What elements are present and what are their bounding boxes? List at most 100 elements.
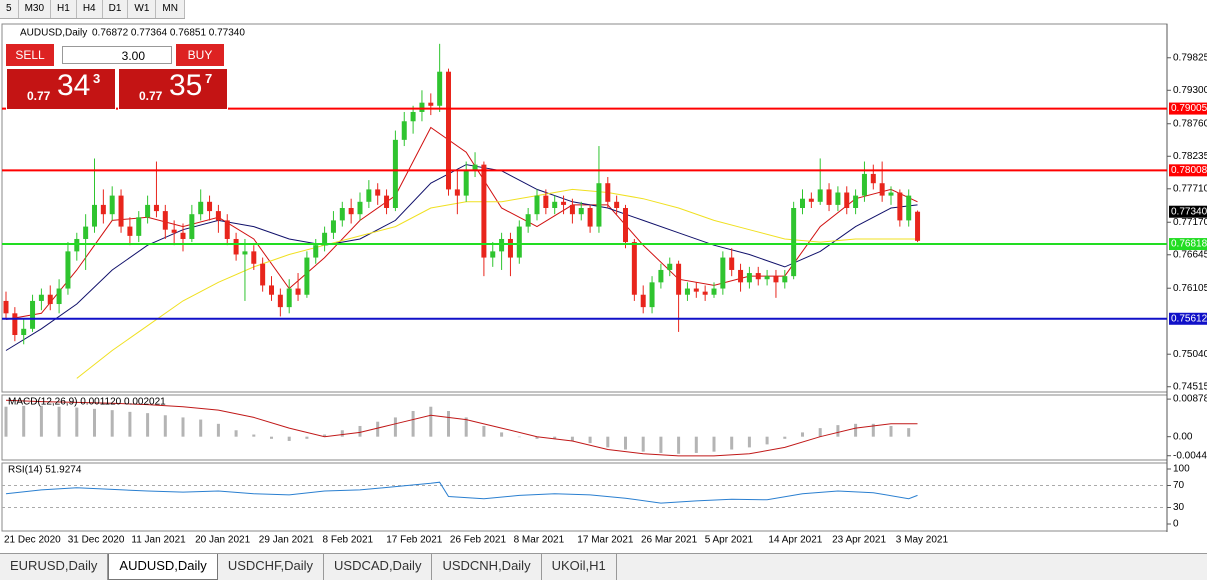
macd-bar	[889, 425, 893, 437]
timeframe-button[interactable]: 5	[0, 0, 19, 18]
pane-frame	[1, 394, 1168, 461]
candle-body	[145, 204, 151, 218]
candle-body	[569, 204, 575, 215]
chart-tab[interactable]: UKOil,H1	[542, 554, 617, 580]
candle-body	[224, 220, 230, 239]
x-tick-label: 21 Dec 2020	[4, 535, 61, 546]
candle-body	[667, 263, 673, 270]
x-tick-label: 3 May 2021	[896, 535, 949, 546]
candle-body	[861, 173, 867, 196]
macd-bar	[482, 425, 486, 437]
candle-body	[720, 257, 726, 289]
macd-bar	[163, 415, 167, 437]
candle-body	[56, 288, 62, 305]
macd-bar	[146, 413, 150, 437]
candle-body	[109, 195, 115, 215]
candle-body	[30, 300, 36, 329]
sell-button[interactable]: SELL	[6, 44, 54, 66]
y-tick-label: 0.77710	[1173, 183, 1207, 194]
chart-tab[interactable]: USDCNH,Daily	[432, 554, 542, 580]
x-tick-label: 26 Mar 2021	[641, 535, 698, 546]
candle-body	[684, 288, 690, 295]
candle-body	[507, 238, 513, 258]
candle-body	[578, 208, 584, 215]
timeframe-button[interactable]: W1	[128, 0, 157, 18]
chart-tabs: EURUSD,Daily AUDUSD,Daily USDCHF,Daily USDC…	[0, 553, 1207, 580]
macd-bar	[75, 407, 79, 437]
x-tick-label: 8 Feb 2021	[323, 535, 374, 546]
candle-body	[543, 195, 549, 208]
candle-body	[817, 189, 823, 202]
candle-body	[180, 232, 186, 239]
candle-body	[631, 242, 637, 295]
candle-body	[472, 164, 478, 171]
y-tick-label: 0.77170	[1173, 217, 1207, 228]
candle-body	[711, 288, 717, 295]
candle-body	[437, 71, 443, 106]
timeframe-button[interactable]: H1	[51, 0, 77, 18]
candle-body	[428, 102, 434, 106]
x-tick-label: 26 Feb 2021	[450, 535, 507, 546]
candle-body	[92, 204, 97, 227]
lot-input[interactable]: 3.00	[62, 46, 172, 64]
price-big: 34	[57, 69, 91, 102]
candle-body	[649, 282, 655, 308]
candle-body	[286, 288, 292, 308]
sell-price[interactable]: 0.77 34 3	[6, 68, 116, 110]
chart-symbol: AUDUSD,Daily	[20, 28, 87, 39]
timeframe-bar: 5 M30 H1 H4 D1 W1 MN	[0, 0, 185, 19]
macd-bar	[393, 417, 397, 437]
chart-tab[interactable]: USDCAD,Daily	[324, 554, 433, 580]
y-tick-label: 0.76105	[1173, 283, 1207, 294]
candle-body	[171, 229, 177, 233]
candle-body	[419, 102, 425, 112]
chart-tab[interactable]: AUDUSD,Daily	[108, 554, 218, 580]
level-label: 0.79005	[1171, 103, 1207, 114]
y-tick-label: 0.74515	[1173, 381, 1207, 392]
x-tick-label: 11 Jan 2021	[131, 535, 186, 546]
chart-tab[interactable]: USDCHF,Daily	[218, 554, 325, 580]
y-tick-label: 0	[1173, 519, 1179, 530]
candle-body	[755, 273, 761, 280]
price-prefix: 0.77	[139, 89, 163, 103]
y-tick-label: 0.75040	[1173, 349, 1207, 360]
macd-bar	[4, 406, 8, 437]
candle-body	[552, 201, 558, 208]
y-tick-label: 100	[1173, 464, 1190, 475]
candle-body	[534, 195, 540, 215]
price-prefix: 0.77	[27, 89, 51, 103]
candle-body	[791, 208, 797, 277]
candle-body	[375, 189, 381, 196]
candle-body	[561, 201, 567, 205]
x-tick-label: 23 Apr 2021	[832, 535, 886, 546]
candle-body	[463, 170, 469, 196]
candle-body	[277, 294, 283, 308]
candle-body	[499, 238, 505, 252]
candle-body	[322, 232, 328, 246]
candle-body	[313, 245, 319, 258]
candle-body	[100, 204, 106, 215]
timeframe-button[interactable]: MN	[156, 0, 185, 18]
candle-body	[330, 220, 336, 233]
macd-bar	[907, 428, 911, 437]
timeframe-button[interactable]: D1	[103, 0, 129, 18]
candle-body	[782, 276, 788, 283]
y-tick-label: 0.78235	[1173, 151, 1207, 162]
macd-bar	[110, 410, 114, 437]
candle-body	[853, 195, 859, 208]
candle-body	[773, 276, 779, 283]
buy-button[interactable]: BUY	[176, 44, 224, 66]
macd-bar	[659, 436, 663, 453]
timeframe-button[interactable]: M30	[19, 0, 52, 18]
macd-bar	[677, 436, 681, 454]
timeframe-button[interactable]: H4	[77, 0, 103, 18]
candle-body	[74, 238, 80, 252]
candle-body	[189, 214, 195, 239]
candle-body	[888, 192, 894, 196]
buy-price[interactable]: 0.77 35 7	[118, 68, 228, 110]
chart-tab[interactable]: EURUSD,Daily	[0, 554, 109, 580]
candle-body	[242, 251, 248, 255]
macd-bar	[801, 432, 804, 437]
indicator-label: RSI(14) 51.9274	[8, 465, 82, 476]
